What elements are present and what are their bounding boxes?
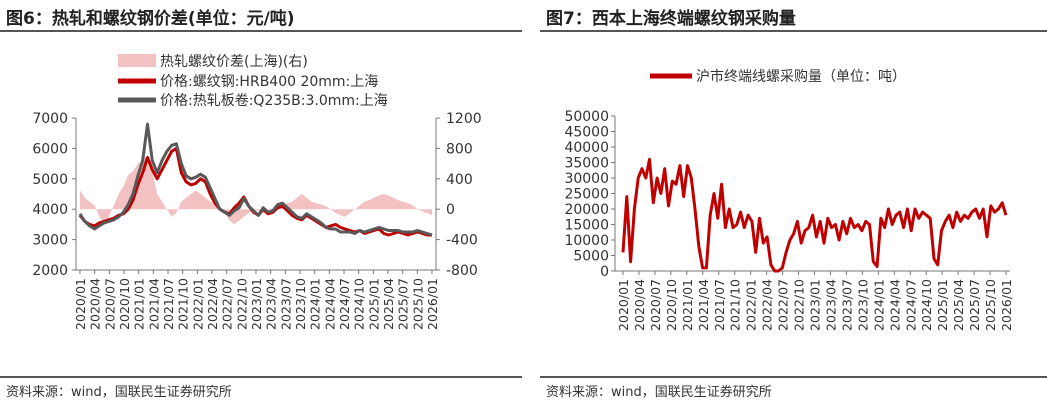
x-tick-label: 2025/10	[410, 278, 425, 330]
x-tick-label: 2023/10	[855, 279, 870, 331]
x-tick-label: 2025/04	[381, 278, 396, 330]
x-tick-label: 2025/07	[967, 279, 982, 331]
axes: 70006000500040003000200012008004000-400-…	[32, 111, 481, 330]
x-tick-label: 2026/01	[425, 278, 440, 330]
x-tick-label: 2023/07	[278, 278, 293, 330]
x-tick-label: 2020/04	[88, 278, 103, 330]
x-tick-label: 2021/10	[176, 278, 191, 330]
series-hrc-line	[78, 122, 433, 237]
y-tick-label: 45000	[564, 125, 609, 141]
y-tick-label: 50000	[564, 109, 609, 125]
x-tick-label: 2022/04	[760, 279, 775, 331]
x-tick-label: 2024/04	[887, 279, 902, 331]
x-tick-label: 2023/04	[264, 278, 279, 330]
left-chart-panel: 图6：热轧和螺纹钢价差(单位：元/吨) 热轧螺纹价差(上海)(右) 价格:螺纹钢:…	[0, 0, 522, 416]
x-tick-label: 2021/01	[132, 278, 147, 330]
y-tick-label: 25000	[564, 187, 609, 203]
x-tick-label: 2020/04	[632, 279, 647, 331]
title-rule	[540, 30, 1047, 32]
chart-title: 图7：西本上海终端螺纹钢采购量	[546, 9, 796, 29]
x-tick-label: 2025/01	[935, 279, 950, 331]
x-tick-label: 2021/04	[696, 279, 711, 331]
source-rule	[540, 376, 1047, 378]
y-tick-label-left: 7000	[32, 111, 68, 127]
legend-swatch-spread	[118, 54, 156, 67]
x-tick-label: 2024/01	[308, 278, 323, 330]
source-rule	[0, 376, 522, 378]
x-tick-label: 2025/07	[396, 278, 411, 330]
title-rule	[0, 30, 522, 32]
x-tick-label: 2022/07	[220, 278, 235, 330]
y-tick-label-left: 2000	[32, 263, 68, 279]
x-tick-label: 2021/04	[146, 278, 161, 330]
series-purchase-line	[621, 157, 1008, 273]
axes: 5000045000400003500030000250002000015000…	[564, 109, 1014, 331]
x-tick-label: 2021/07	[161, 278, 176, 330]
x-tick-label: 2022/01	[744, 279, 759, 331]
x-tick-label: 2020/10	[664, 279, 679, 331]
y-tick-label-right: 800	[446, 141, 473, 157]
y-tick-label-right: -400	[446, 233, 478, 249]
x-tick-label: 2024/10	[919, 279, 934, 331]
x-tick-label: 2021/07	[712, 279, 727, 331]
y-tick-label: 5000	[573, 249, 609, 265]
y-tick-label: 15000	[564, 218, 609, 234]
x-tick-label: 2022/04	[205, 278, 220, 330]
purchase-volume-chart: 沪市终端线螺采购量（单位：吨）5000045000400003500030000…	[564, 68, 1014, 331]
legend-label-0: 热轧螺纹价差(上海)(右)	[160, 54, 308, 70]
y-tick-label: 0	[600, 264, 609, 280]
y-tick-label-right: 1200	[446, 111, 482, 127]
y-tick-label-left: 6000	[32, 141, 68, 157]
y-tick-label: 30000	[564, 171, 609, 187]
legend-label-1: 价格:螺纹钢:HRB400 20mm:上海	[160, 74, 378, 90]
x-tick-label: 2024/10	[352, 278, 367, 330]
x-tick-label: 2022/10	[792, 279, 807, 331]
chart-legend: 热轧螺纹价差(上海)(右) 价格:螺纹钢:HRB400 20mm:上海价格:热轧板…	[118, 54, 388, 109]
x-tick-label: 2024/04	[322, 278, 337, 330]
x-tick-label: 2023/01	[249, 278, 264, 330]
x-tick-label: 2024/07	[337, 278, 352, 330]
y-tick-label: 10000	[564, 233, 609, 249]
x-tick-label: 2025/04	[951, 279, 966, 331]
right-chart-panel: 图7：西本上海终端螺纹钢采购量 沪市终端线螺采购量（单位：吨） 50000 4500…	[540, 0, 1047, 416]
y-tick-label-left: 3000	[32, 233, 68, 249]
x-tick-label: 2022/01	[190, 278, 205, 330]
x-tick-label: 2021/01	[680, 279, 695, 331]
chart-legend: 沪市终端线螺采购量（单位：吨）	[650, 68, 906, 85]
y-tick-label: 20000	[564, 202, 609, 218]
x-tick-label: 2025/10	[983, 279, 998, 331]
y-tick-label-right: -800	[446, 263, 478, 279]
spread-price-chart: 热轧螺纹价差(上海)(右) 价格:螺纹钢:HRB400 20mm:上海价格:热轧板…	[32, 54, 482, 330]
x-tick-label: 2023/04	[823, 279, 838, 331]
chart-title: 图6：热轧和螺纹钢价差(单位：元/吨)	[6, 9, 295, 29]
x-tick-label: 2025/01	[366, 278, 381, 330]
x-tick-label: 2024/07	[903, 279, 918, 331]
y-tick-label: 35000	[564, 156, 609, 172]
y-tick-label-right: 0	[446, 202, 455, 218]
x-tick-label: 2023/10	[293, 278, 308, 330]
x-tick-label: 2026/01	[999, 279, 1014, 331]
x-tick-label: 2020/10	[117, 278, 132, 330]
series-spread-area	[80, 156, 432, 225]
x-tick-label: 2022/10	[234, 278, 249, 330]
x-tick-label: 2020/07	[648, 279, 663, 331]
x-tick-label: 2022/07	[776, 279, 791, 331]
y-tick-label: 40000	[564, 140, 609, 156]
source-note: 资料来源：wind，国联民生证券研究所	[6, 385, 232, 400]
y-tick-label-left: 5000	[32, 172, 68, 188]
x-tick-label: 2020/01	[616, 279, 631, 331]
legend-label: 沪市终端线螺采购量（单位：吨）	[696, 68, 906, 85]
x-tick-label: 2021/10	[728, 279, 743, 331]
x-tick-label: 2020/07	[102, 278, 117, 330]
x-tick-label: 2023/01	[808, 279, 823, 331]
x-tick-label: 2024/01	[871, 279, 886, 331]
y-tick-label-left: 4000	[32, 202, 68, 218]
y-tick-label-right: 400	[446, 172, 473, 188]
legend-label-2: 价格:热轧板卷:Q235B:3.0mm:上海	[160, 93, 388, 109]
x-tick-label: 2020/01	[73, 278, 88, 330]
x-tick-label: 2023/07	[839, 279, 854, 331]
source-note: 资料来源：wind，国联民生证券研究所	[546, 385, 772, 400]
